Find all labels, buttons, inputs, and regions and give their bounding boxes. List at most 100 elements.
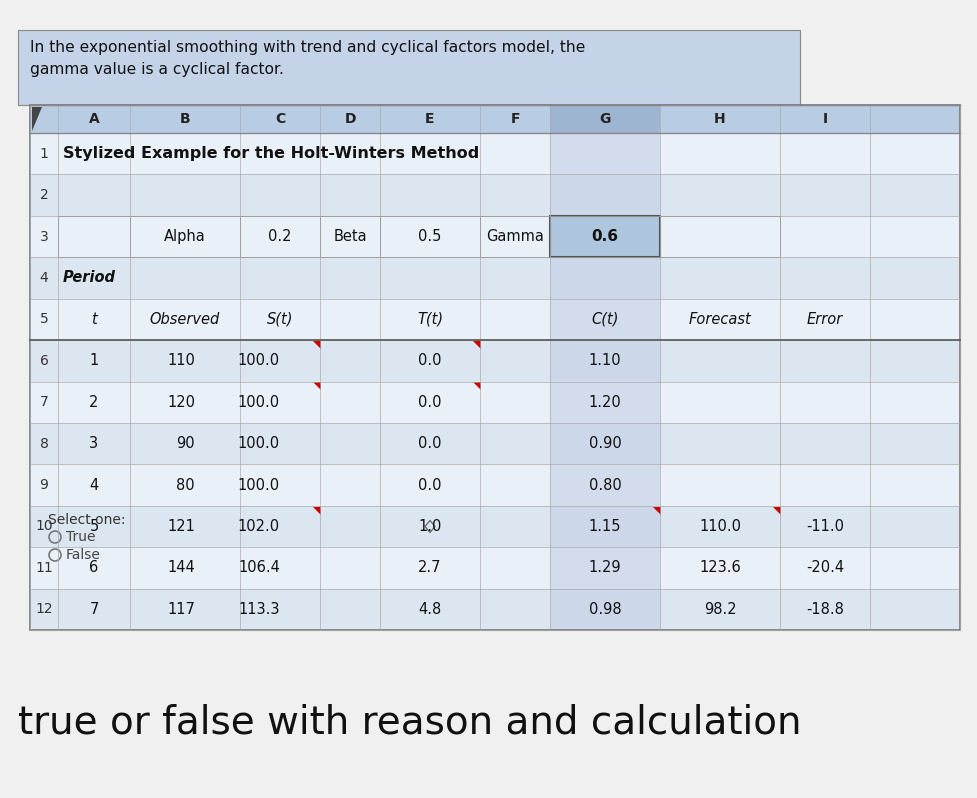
Bar <box>30 215 959 257</box>
Text: A: A <box>89 112 100 126</box>
Bar <box>549 215 659 257</box>
Polygon shape <box>473 341 481 349</box>
Text: 1.0: 1.0 <box>418 519 442 534</box>
Text: 0.90: 0.90 <box>588 437 620 451</box>
Bar <box>319 215 380 257</box>
Polygon shape <box>473 382 481 390</box>
Bar <box>549 175 659 215</box>
Text: 9: 9 <box>39 478 49 492</box>
Bar <box>58 215 130 257</box>
Text: 1.15: 1.15 <box>588 519 620 534</box>
Bar <box>30 381 959 423</box>
Bar <box>30 589 959 630</box>
Text: 2: 2 <box>89 395 99 409</box>
Text: T(t): T(t) <box>416 312 443 327</box>
Text: 110.0: 110.0 <box>699 519 741 534</box>
Text: 117: 117 <box>167 602 194 617</box>
Text: 7: 7 <box>40 395 48 409</box>
Text: 1.20: 1.20 <box>588 395 620 409</box>
Text: 2: 2 <box>40 188 48 202</box>
Bar <box>30 133 959 175</box>
Text: Select one:: Select one: <box>48 513 125 527</box>
Polygon shape <box>313 341 320 349</box>
Bar <box>30 340 959 381</box>
Text: 2.7: 2.7 <box>418 560 442 575</box>
Bar <box>239 215 319 257</box>
Bar <box>549 464 659 506</box>
Text: Period: Period <box>63 271 116 286</box>
Text: G: G <box>599 112 610 126</box>
Text: Alpha: Alpha <box>164 229 206 244</box>
Polygon shape <box>313 382 320 390</box>
Text: -11.0: -11.0 <box>805 519 843 534</box>
Bar <box>30 257 959 298</box>
Bar <box>380 215 480 257</box>
Text: 123.6: 123.6 <box>699 560 741 575</box>
Text: 0.0: 0.0 <box>418 354 442 369</box>
Bar <box>30 506 959 547</box>
Text: 4: 4 <box>40 271 48 285</box>
Bar <box>549 423 659 464</box>
Text: True: True <box>65 530 96 544</box>
Text: 4: 4 <box>89 477 99 492</box>
Text: 90: 90 <box>176 437 194 451</box>
Text: 1: 1 <box>39 147 49 160</box>
Text: 12: 12 <box>35 602 53 616</box>
Polygon shape <box>653 507 660 515</box>
Bar <box>549 257 659 298</box>
Text: 100.0: 100.0 <box>237 477 279 492</box>
Text: 0.0: 0.0 <box>418 395 442 409</box>
Bar <box>549 105 659 133</box>
Text: Stylized Example for the Holt-Winters Method: Stylized Example for the Holt-Winters Me… <box>63 146 479 161</box>
Text: 5: 5 <box>89 519 99 534</box>
Text: S(t): S(t) <box>267 312 293 327</box>
Text: Observed: Observed <box>149 312 220 327</box>
Text: 0.6: 0.6 <box>591 229 617 244</box>
Text: Forecast: Forecast <box>688 312 750 327</box>
Bar <box>130 215 239 257</box>
Bar <box>30 423 959 464</box>
Text: 0.0: 0.0 <box>418 477 442 492</box>
Text: Error: Error <box>806 312 842 327</box>
Text: true or false with reason and calculation: true or false with reason and calculatio… <box>18 704 801 742</box>
Bar <box>30 175 959 215</box>
Text: 1.10: 1.10 <box>588 354 620 369</box>
Text: 100.0: 100.0 <box>237 354 279 369</box>
Bar <box>18 30 799 105</box>
Text: 0.98: 0.98 <box>588 602 620 617</box>
Bar <box>549 506 659 547</box>
Bar <box>549 215 659 257</box>
Text: B: B <box>180 112 191 126</box>
Text: 100.0: 100.0 <box>237 437 279 451</box>
Bar <box>549 298 659 340</box>
Text: 98.2: 98.2 <box>703 602 736 617</box>
Text: H: H <box>713 112 725 126</box>
Text: In the exponential smoothing with trend and cyclical factors model, the
gamma va: In the exponential smoothing with trend … <box>30 40 585 77</box>
Text: 4.8: 4.8 <box>418 602 442 617</box>
Bar <box>549 589 659 630</box>
Text: 6: 6 <box>39 354 49 368</box>
Text: -20.4: -20.4 <box>805 560 843 575</box>
Text: 7: 7 <box>89 602 99 617</box>
Bar <box>30 105 959 133</box>
Text: I: I <box>822 112 827 126</box>
Bar <box>549 215 659 257</box>
Text: 11: 11 <box>35 561 53 575</box>
Text: 3: 3 <box>89 437 99 451</box>
Text: C: C <box>275 112 285 126</box>
Text: 0.80: 0.80 <box>588 477 620 492</box>
Text: 0.5: 0.5 <box>418 229 442 244</box>
Bar <box>549 340 659 381</box>
Polygon shape <box>313 507 320 515</box>
Text: 6: 6 <box>89 560 99 575</box>
Text: E: E <box>425 112 435 126</box>
Text: 10: 10 <box>35 519 53 533</box>
Text: D: D <box>344 112 356 126</box>
Text: Beta: Beta <box>333 229 366 244</box>
Text: 121: 121 <box>167 519 194 534</box>
Text: 110: 110 <box>167 354 194 369</box>
Text: 8: 8 <box>39 437 49 451</box>
Text: 113.3: 113.3 <box>238 602 279 617</box>
Bar <box>549 381 659 423</box>
Bar <box>480 215 549 257</box>
